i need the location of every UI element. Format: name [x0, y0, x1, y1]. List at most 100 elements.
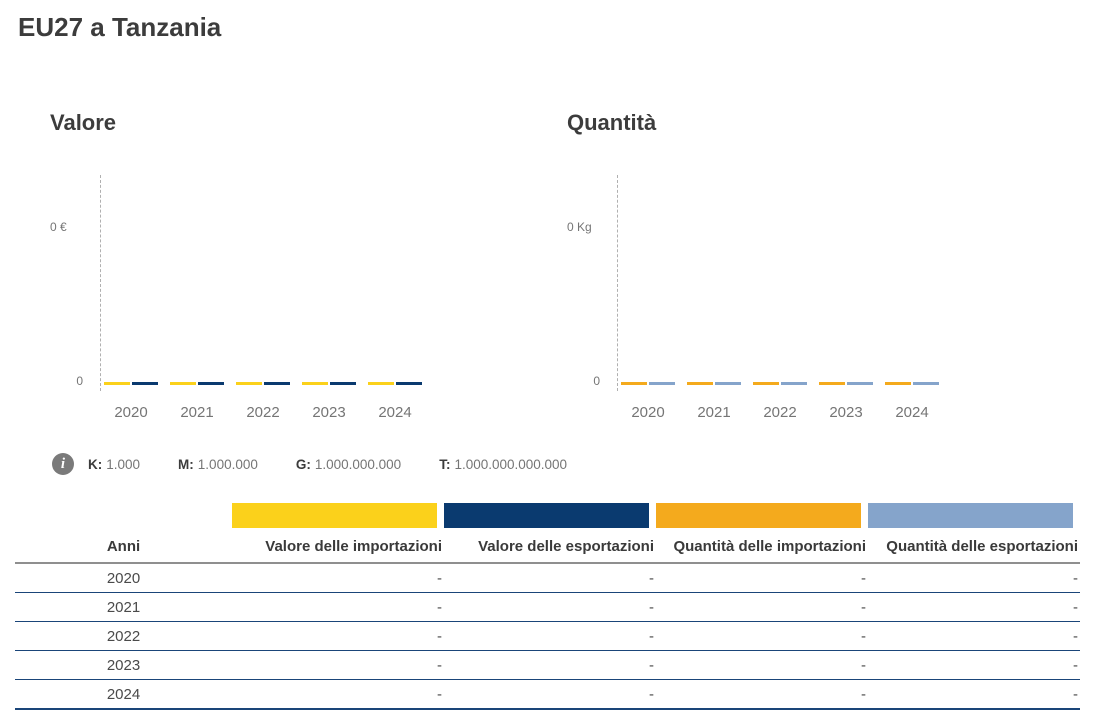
- legend-swatch: [444, 503, 649, 528]
- unit-label: G:: [295, 456, 311, 472]
- bar: [913, 382, 939, 385]
- bar: [753, 382, 779, 385]
- bar: [847, 382, 873, 385]
- unit-value: 1.000.000: [197, 456, 258, 472]
- y-axis-dashed-line: [617, 175, 618, 391]
- value-cell: -: [656, 563, 868, 593]
- table-row: 2020- - - -: [15, 563, 1080, 593]
- value-cell: -: [444, 563, 656, 593]
- table-body: 2020- - - -2021- - - -2022- - - -2023- - - -2024- - - -: [15, 563, 1080, 710]
- chart-valore-title: Valore: [50, 110, 117, 135]
- bar: [302, 382, 328, 385]
- bar: [621, 382, 647, 385]
- value-cell: -: [444, 650, 656, 680]
- bar-group-2021: [170, 382, 224, 385]
- value-cell: -: [868, 679, 1080, 710]
- chart-quantita-title: Quantità: [567, 110, 657, 135]
- x-axis-label: 2020: [631, 404, 665, 421]
- chart-quantita-plot: 0 Kg 0 2020 2021 2022 2023 2024: [567, 110, 1084, 440]
- year-cell: 2023: [15, 650, 232, 680]
- chart-valore: Valore 0 € 0 2020 2021 2022 2023 2024: [50, 110, 567, 440]
- year-cell: 2021: [15, 592, 232, 622]
- bar-group-2024: [368, 382, 422, 385]
- x-axis-label: 2023: [312, 404, 346, 421]
- bar: [198, 382, 224, 385]
- legend-swatch-cell: [868, 503, 1080, 528]
- table-row: 2023- - - -: [15, 650, 1080, 680]
- unit-value: 1.000: [106, 456, 141, 472]
- value-cell: -: [444, 592, 656, 622]
- swatch-cell-empty: [15, 503, 232, 528]
- bar: [236, 382, 262, 385]
- bar: [330, 382, 356, 385]
- value-cell: -: [656, 592, 868, 622]
- bar: [104, 382, 130, 385]
- column-header: Valore delle importazioni: [232, 528, 444, 564]
- year-cell: 2024: [15, 679, 232, 710]
- bar: [687, 382, 713, 385]
- bar-group-2022: [236, 382, 290, 385]
- x-axis-label: 2023: [829, 404, 863, 421]
- unit-item-m: M: 1.000.000: [178, 457, 258, 472]
- x-axis-label: 2021: [180, 404, 214, 421]
- legend-swatch-cell: [656, 503, 868, 528]
- value-cell: -: [868, 563, 1080, 593]
- x-axis-label: 2021: [697, 404, 731, 421]
- legend-swatch: [232, 503, 437, 528]
- chart-quantita: Quantità 0 Kg 0 2020 2021 2022 2023 2024: [567, 110, 1084, 440]
- legend-swatch-row: [15, 503, 1080, 528]
- chart-valore-plot: 0 € 0 2020 2021 2022 2023 2024: [50, 110, 567, 440]
- table-header-row: Anni Valore delle importazioni Valore dell…: [15, 528, 1080, 564]
- bar-group-2022: [753, 382, 807, 385]
- unit-label: M:: [178, 456, 194, 472]
- table-row: 2022- - - -: [15, 621, 1080, 651]
- year-cell: 2022: [15, 621, 232, 651]
- legend-swatch: [868, 503, 1073, 528]
- value-cell: -: [232, 679, 444, 710]
- unit-value: 1.000.000.000.000: [454, 456, 568, 472]
- value-cell: -: [868, 592, 1080, 622]
- x-axis-label: 2024: [378, 404, 412, 421]
- x-axis-label: 2024: [895, 404, 929, 421]
- unit-label: K:: [88, 456, 103, 472]
- yearly-trade-table: Anni Valore delle importazioni Valore dell…: [15, 503, 1080, 710]
- bar-group-2023: [819, 382, 873, 385]
- y-axis-top-label: 0 €: [50, 220, 67, 234]
- bar-group-2024: [885, 382, 939, 385]
- x-axis-label: 2022: [763, 404, 797, 421]
- x-axis-label: 2020: [114, 404, 148, 421]
- y-axis-zero-label: 0: [593, 374, 600, 388]
- units-legend-items: K: 1.000 M: 1.000.000 G: 1.000.000.000 T: 1.…: [88, 457, 567, 472]
- bar: [819, 382, 845, 385]
- bar: [649, 382, 675, 385]
- charts-row: Valore 0 € 0 2020 2021 2022 2023 2024 Quanti…: [0, 110, 1099, 440]
- legend-swatch-cell: [232, 503, 444, 528]
- value-cell: -: [656, 679, 868, 710]
- value-cell: -: [232, 621, 444, 651]
- column-header: Quantità delle importazioni: [656, 528, 868, 564]
- column-header: Quantità delle esportazioni: [868, 528, 1080, 564]
- column-header: Valore delle esportazioni: [444, 528, 656, 564]
- units-legend-row: i K: 1.000 M: 1.000.000 G: 1.000.000.000 T:…: [52, 452, 1099, 476]
- bar: [715, 382, 741, 385]
- bar: [264, 382, 290, 385]
- value-cell: -: [656, 650, 868, 680]
- value-cell: -: [444, 679, 656, 710]
- bar: [781, 382, 807, 385]
- year-cell: 2020: [15, 563, 232, 593]
- bar: [132, 382, 158, 385]
- column-header: Anni: [15, 528, 232, 564]
- x-axis-label: 2022: [246, 404, 280, 421]
- legend-swatch-cell: [444, 503, 656, 528]
- value-cell: -: [232, 563, 444, 593]
- value-cell: -: [656, 621, 868, 651]
- unit-value: 1.000.000.000: [314, 456, 402, 472]
- bar: [170, 382, 196, 385]
- legend-swatch: [656, 503, 861, 528]
- value-cell: -: [444, 621, 656, 651]
- bar-group-2020: [621, 382, 675, 385]
- info-icon[interactable]: i: [52, 453, 74, 475]
- y-axis-zero-label: 0: [76, 374, 83, 388]
- table-row: 2021- - - -: [15, 592, 1080, 622]
